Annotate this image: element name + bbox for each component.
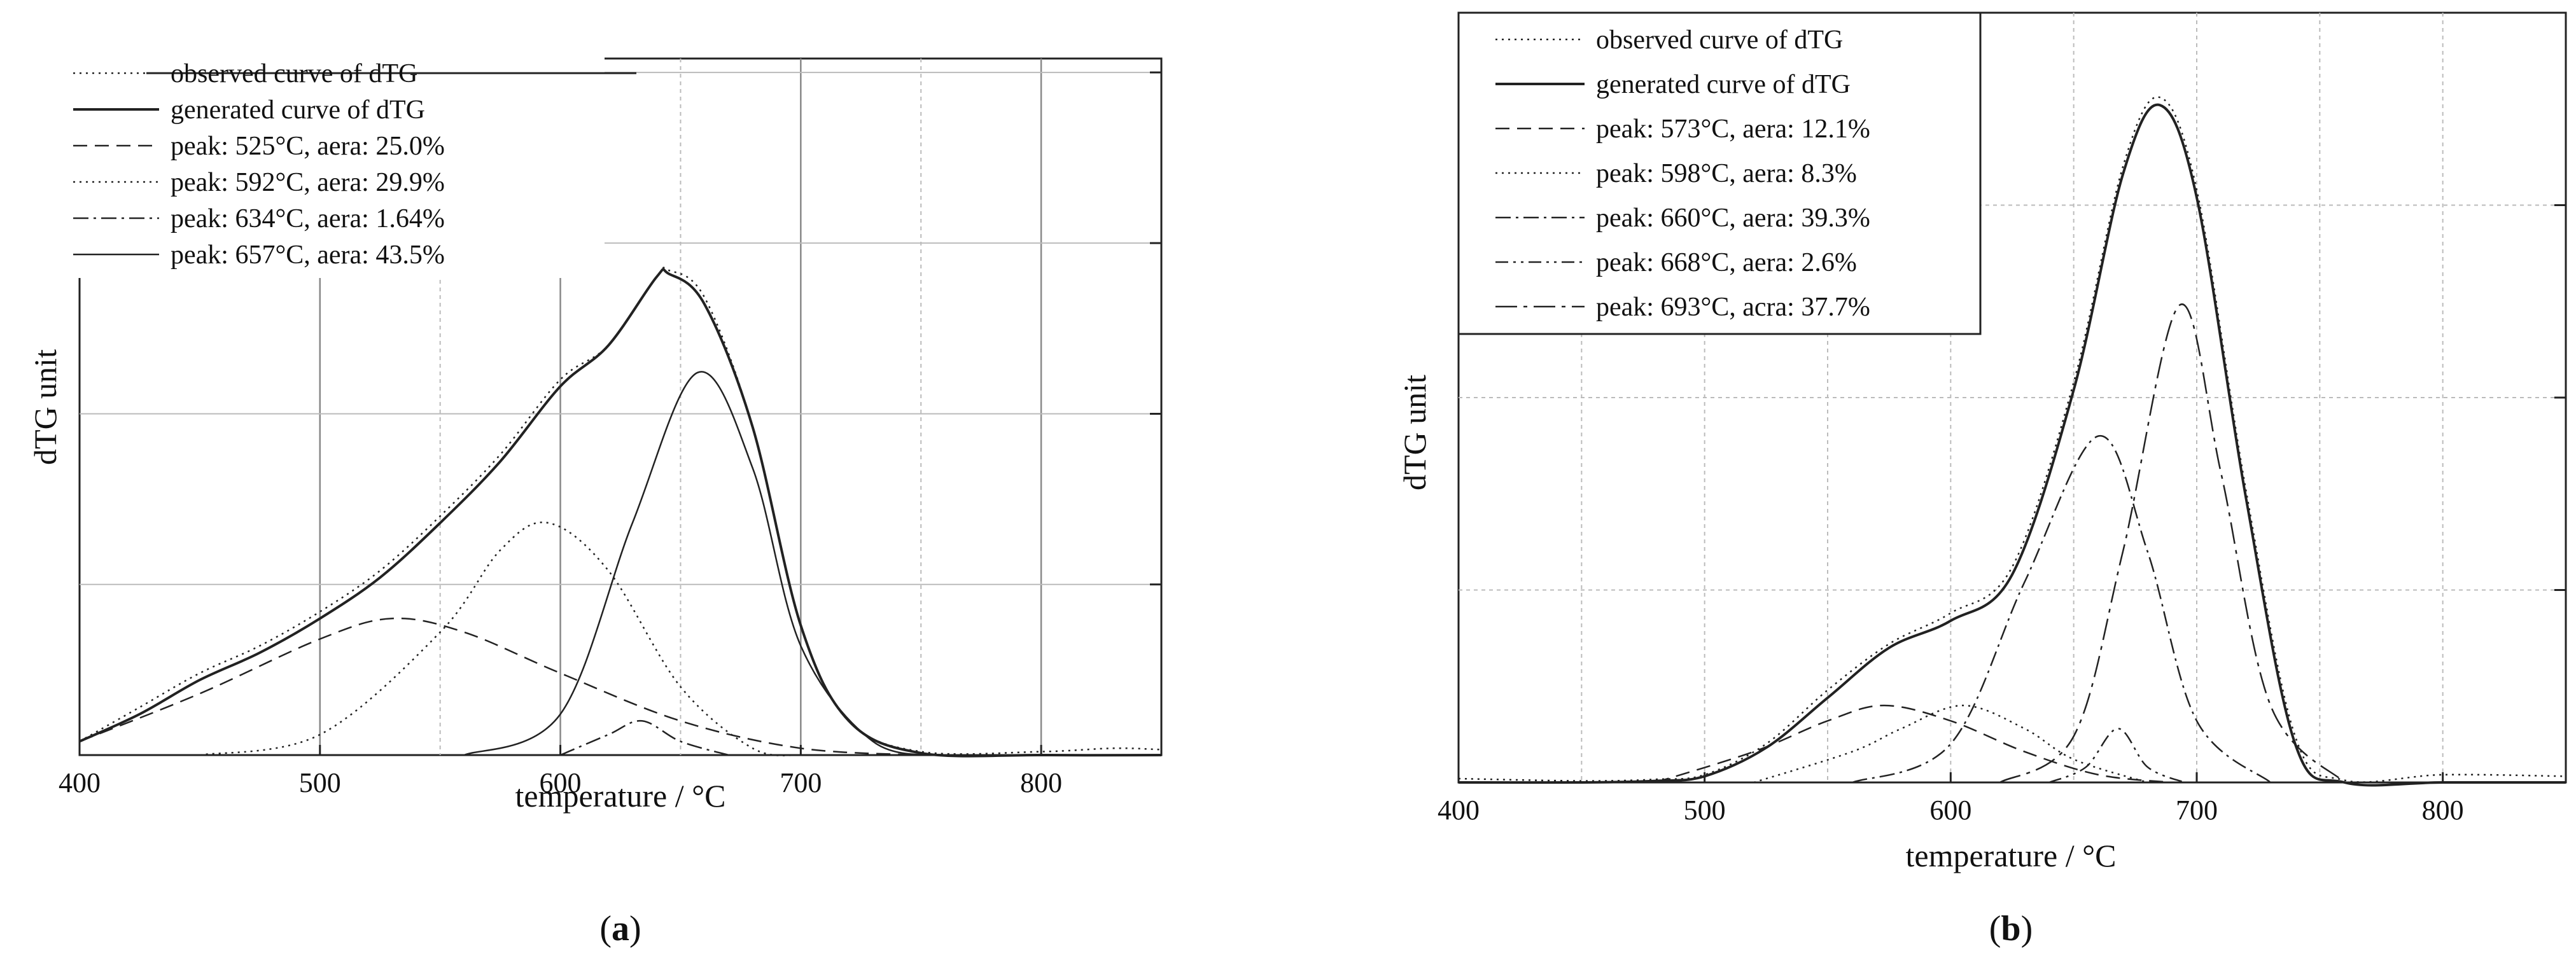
series-a (79, 267, 1162, 758)
x-axis-label-b: temperature / °C (1906, 838, 2117, 873)
panel-a: 400 500 600 700 800 temperature / °C dTG uni… (27, 54, 1163, 948)
legend-label: peak: 657°C, aera: 43.5% (171, 240, 445, 270)
series-line-2 (1655, 704, 2173, 784)
x-tick-label: 700 (2176, 795, 2218, 826)
xticks-a: 400 500 600 700 800 (59, 745, 1062, 798)
legend-label: generated curve of dTG (1596, 70, 1851, 99)
legend-label: observed curve of dTG (1596, 25, 1843, 55)
panel-b: 400 500 600 700 800 temperature / °C dTG uni… (1397, 11, 2567, 948)
panel-label-a: a (612, 909, 629, 948)
xticks-b: 400 500 600 700 800 (1438, 772, 2464, 826)
series-b (1458, 96, 2566, 787)
series-line-6 (1999, 303, 2345, 784)
legend-label: peak: 592°C, aera: 29.9% (171, 168, 445, 197)
series-line-4 (1852, 435, 2271, 784)
x-tick-label: 600 (1929, 795, 1971, 826)
legend-label: generated curve of dTG (171, 95, 425, 125)
caption-b: (b) (1989, 909, 2033, 948)
x-axis-label-a: temperature / °C (515, 778, 726, 814)
legend-background (70, 54, 605, 278)
series-line-5 (2048, 728, 2185, 784)
legend-label: peak: 598°C, aera: 8.3% (1596, 159, 1857, 188)
legend-label: peak: 660°C, aera: 39.3% (1596, 204, 1870, 233)
legend-label: peak: 573°C, aera: 12.1% (1596, 115, 1870, 144)
legend-a: observed curve of dTG generated curve of … (70, 54, 636, 278)
legend-box (1457, 11, 1982, 335)
y-axis-label-b: dTG unit (1397, 375, 1432, 490)
series-line-0 (1458, 96, 2566, 783)
panel-label-b: b (2001, 909, 2020, 948)
legend-label: peak: 693°C, acra: 37.7% (1596, 293, 1870, 322)
series-line-4 (560, 720, 729, 756)
series-line-3 (199, 521, 801, 756)
x-tick-label: 400 (1438, 795, 1480, 826)
legend-label: peak: 668°C, aera: 2.6% (1596, 248, 1857, 277)
series-line-3 (1753, 704, 2148, 784)
x-tick-label: 400 (59, 767, 101, 798)
grid-b (1459, 13, 2566, 782)
x-tick-label: 700 (780, 767, 822, 798)
x-tick-label: 500 (299, 767, 341, 798)
legend-label: peak: 634°C, aera: 1.64% (171, 204, 445, 233)
legend-label: observed curve of dTG (171, 59, 417, 88)
y-axis-label-a: dTG unit (27, 349, 63, 465)
series-line-2 (79, 617, 921, 756)
x-tick-label: 800 (1020, 767, 1062, 798)
x-tick-label: 600 (540, 767, 582, 798)
legend-b: observed curve of dTG generated curve of … (1457, 11, 1982, 335)
x-tick-label: 800 (2422, 795, 2464, 826)
series-line-5 (463, 371, 946, 756)
x-tick-label: 500 (1684, 795, 1726, 826)
legend-label: peak: 525°C, aera: 25.0% (171, 132, 445, 161)
caption-a: (a) (599, 909, 641, 948)
